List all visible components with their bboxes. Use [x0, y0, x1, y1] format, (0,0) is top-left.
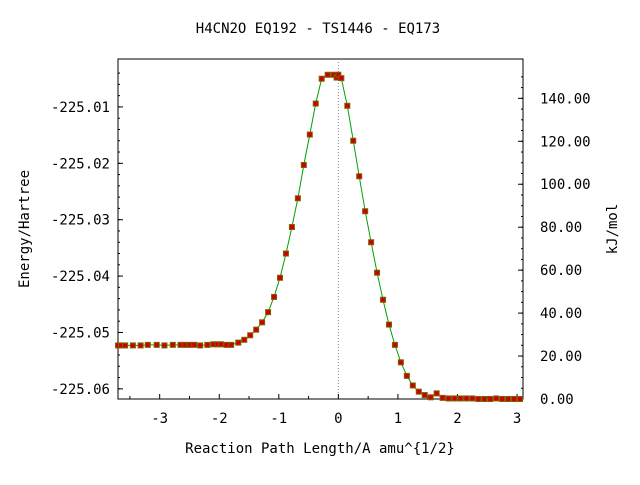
data-point [350, 137, 357, 144]
data-point [403, 372, 410, 379]
data-point [265, 309, 272, 316]
data-point [318, 75, 325, 82]
data-point [312, 100, 319, 107]
data-point [306, 131, 313, 138]
data-point [197, 342, 204, 349]
data-point [122, 342, 129, 349]
x-tick-label: 3 [513, 411, 521, 427]
data-point [457, 395, 464, 402]
plot-frame [117, 58, 524, 400]
data-point [505, 396, 512, 402]
data-point [469, 395, 476, 402]
data-point [169, 341, 176, 348]
data-point [475, 396, 482, 402]
data-point [137, 342, 144, 349]
y2-tick-label: 80.00 [540, 220, 582, 236]
data-point [427, 394, 434, 401]
data-point [161, 342, 168, 349]
y2-tick-label: 40.00 [540, 306, 582, 322]
y-tick-label: -225.02 [51, 156, 110, 172]
chart-title: H4CN2O EQ192 - TS1446 - EQ173 [196, 21, 440, 37]
data-point [356, 173, 363, 180]
data-point [517, 396, 524, 402]
y2-tick-label: 0.00 [540, 392, 574, 408]
x-tick-label: 2 [453, 411, 461, 427]
data-point [493, 395, 500, 402]
data-point [433, 390, 440, 397]
data-point [282, 250, 289, 257]
y-tick-label: -225.01 [51, 100, 110, 116]
data-point [409, 382, 416, 389]
data-point [481, 396, 488, 402]
data-point [415, 388, 422, 395]
data-point [338, 75, 345, 82]
x-tick-label: -3 [151, 411, 168, 427]
data-point [362, 208, 369, 215]
data-point [259, 319, 266, 326]
data-point [129, 342, 136, 349]
data-point [368, 239, 375, 246]
data-point [153, 341, 160, 348]
data-point [247, 332, 254, 339]
data-points [115, 71, 524, 402]
y2-tick-label: 140.00 [540, 91, 591, 107]
data-point [385, 321, 392, 328]
data-point [253, 326, 260, 333]
data-point [223, 341, 230, 348]
data-point [439, 394, 446, 401]
y-tick-label: -225.03 [51, 213, 110, 229]
y-tick-label: -225.05 [51, 325, 110, 341]
data-point [191, 341, 198, 348]
y-tick-label: -225.04 [51, 269, 110, 285]
data-point [228, 341, 235, 348]
x-axis-label: Reaction Path Length/A amu^{1/2} [185, 441, 455, 457]
data-point [487, 396, 494, 402]
data-point [241, 336, 248, 343]
y2-tick-label: 100.00 [540, 177, 591, 193]
y-axis-label: Energy/Hartree [17, 170, 33, 288]
data-point [294, 195, 301, 202]
y-tick-label: -225.06 [51, 382, 110, 398]
y2-axis-label: kJ/mol [605, 204, 621, 255]
data-point [397, 359, 404, 366]
data-point [499, 396, 506, 402]
data-point [511, 396, 518, 402]
data-point [324, 71, 331, 78]
data-point [374, 269, 381, 276]
x-tick-label: 1 [394, 411, 402, 427]
data-point [300, 162, 307, 169]
y2-tick-label: 60.00 [540, 263, 582, 279]
x-tick-label: -2 [211, 411, 228, 427]
y2-tick-label: 20.00 [540, 349, 582, 365]
data-point [463, 395, 470, 402]
data-point [451, 395, 458, 402]
energy-curve [118, 73, 520, 400]
data-point [421, 392, 428, 399]
data-point [277, 274, 283, 281]
y2-tick-label: 120.00 [540, 134, 591, 150]
data-point [344, 102, 351, 109]
data-point [288, 224, 295, 231]
data-point [144, 341, 151, 348]
data-point [271, 293, 278, 300]
x-tick-label: 0 [334, 411, 342, 427]
data-point [391, 341, 398, 348]
data-point [204, 341, 211, 348]
data-point [235, 339, 242, 346]
y2-axis-ticks: 0.00 20.00 40.00 60.00 80.00 100.00 120.00 140.… [518, 76, 591, 408]
data-point [181, 341, 188, 348]
x-tick-label: -1 [270, 411, 287, 427]
data-point [186, 341, 193, 348]
data-point [218, 341, 225, 348]
data-point [380, 296, 387, 303]
y-axis-ticks: -225.01 -225.02 -225.03 -225.04 -225.05 -225.… [51, 72, 123, 398]
data-point [445, 395, 452, 402]
